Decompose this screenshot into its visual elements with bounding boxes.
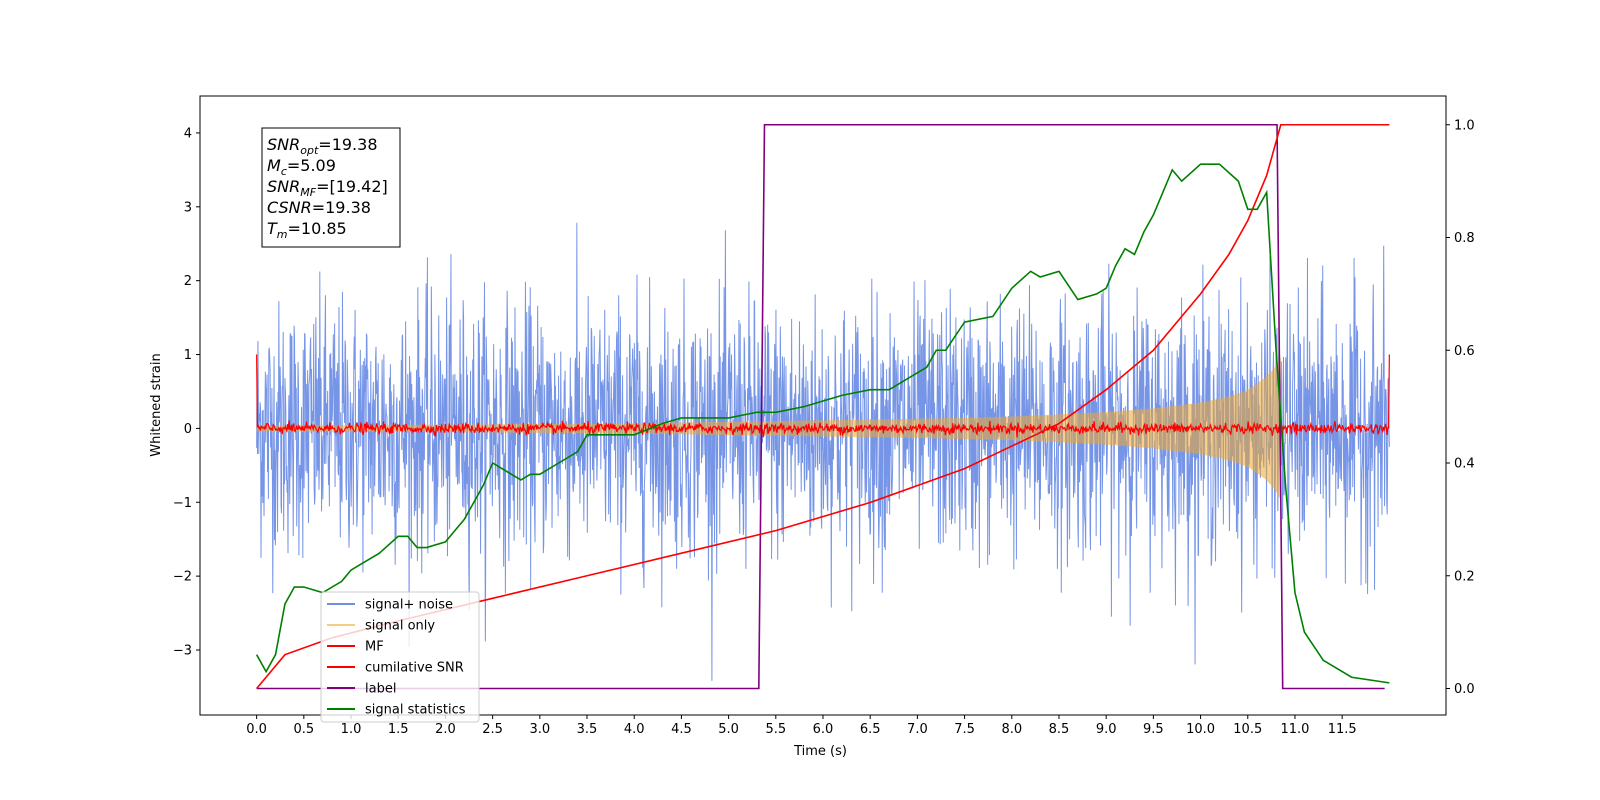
label-line [256, 123, 1385, 690]
x-tick-label: 1.5 [388, 722, 409, 737]
y-tick-label: 2 [184, 274, 192, 289]
annotation-subscript: opt [300, 144, 319, 157]
x-tick-label: 8.0 [1001, 722, 1022, 737]
legend-entry: signal statistics [365, 703, 466, 718]
annotation-subscript: MF [300, 186, 316, 199]
x-tick-label: 7.0 [907, 722, 928, 737]
annotation-frame [261, 127, 401, 248]
x-tick-label: 2.5 [482, 722, 503, 737]
legend-entry: MF [365, 640, 384, 655]
annotation-symbol: M [267, 156, 281, 175]
annotation-value: =19.38 [318, 135, 377, 154]
y2-tick-label: 1.0 [1454, 118, 1475, 133]
annotation-symbol: T [267, 219, 278, 238]
annotation-line: Tm=10.85 [267, 219, 347, 241]
x-tick-label: 10.0 [1186, 722, 1215, 737]
annotation-symbol: CSNR [267, 198, 312, 217]
x-tick-label: 6.5 [860, 722, 881, 737]
annotation-line: CSNR=19.38 [267, 198, 371, 217]
y-tick-label: 0 [184, 422, 192, 437]
y2-tick-label: 0.0 [1454, 682, 1475, 697]
y2-tick-label: 0.6 [1454, 344, 1475, 359]
x-tick-label: 10.5 [1233, 722, 1262, 737]
annotation-subscript: m [277, 228, 288, 241]
y-axis-left: −3 −2 −1 0 1 2 3 4 [173, 126, 200, 658]
legend-entry: signal+ noise [365, 598, 453, 613]
x-axis: 0.0 0.5 1.0 1.5 2.0 2.5 3.0 3.5 4.0 4.5 5.0 5.5 6.0 6… [246, 715, 1357, 737]
annotation-value: =5.09 [287, 156, 336, 175]
legend-entry: label [365, 682, 396, 697]
x-tick-label: 11.5 [1328, 722, 1357, 737]
mf-series [256, 354, 1390, 438]
annotation-symbol: SNR [267, 135, 300, 154]
x-tick-label: 9.0 [1096, 722, 1117, 737]
annotation-box: SNRopt=19.38Mc=5.09SNRMF=[19.42]CSNR=19.… [261, 127, 401, 248]
x-tick-label: 3.0 [529, 722, 550, 737]
annotation-line: SNRMF=[19.42] [267, 177, 388, 199]
legend-entry: cumilative SNR [365, 661, 464, 676]
annotation-value: =10.85 [288, 219, 347, 238]
x-tick-label: 0.0 [246, 722, 267, 737]
x-tick-label: 6.0 [813, 722, 834, 737]
x-axis-label: Time (s) [793, 744, 847, 759]
plot-area [255, 123, 1390, 690]
signal-statistics-series [255, 163, 1390, 684]
y-axis-right: 0.0 0.2 0.4 0.6 0.8 1.0 [1446, 118, 1475, 697]
label-series [256, 123, 1385, 690]
y-tick-label: −3 [173, 643, 192, 658]
mf-line [256, 354, 1390, 438]
x-tick-label: 1.0 [341, 722, 362, 737]
annotation-value: =[19.42] [316, 177, 388, 196]
x-tick-label: 5.5 [765, 722, 786, 737]
y-tick-label: 1 [184, 348, 192, 363]
legend-entry: signal only [365, 619, 435, 634]
y-tick-label: −2 [173, 570, 192, 585]
x-tick-label: 8.5 [1049, 722, 1070, 737]
x-tick-label: 11.0 [1280, 722, 1309, 737]
y-tick-label: 3 [184, 200, 192, 215]
legend-frame [320, 591, 480, 723]
x-tick-label: 0.5 [293, 722, 314, 737]
y-axis-label: Whitened strain [149, 353, 164, 456]
annotation-subscript: c [281, 165, 287, 178]
y2-tick-label: 0.8 [1454, 231, 1475, 246]
x-tick-label: 2.0 [435, 722, 456, 737]
y-tick-label: 4 [184, 126, 192, 141]
y2-tick-label: 0.4 [1454, 457, 1475, 472]
annotation-line: SNRopt=19.38 [267, 135, 378, 157]
x-tick-label: 3.5 [577, 722, 598, 737]
x-tick-label: 9.5 [1143, 722, 1164, 737]
annotation-symbol: SNR [267, 177, 300, 196]
x-tick-label: 4.0 [624, 722, 645, 737]
annotation-line: Mc=5.09 [267, 156, 336, 178]
x-tick-label: 7.5 [954, 722, 975, 737]
signal-statistics-line [255, 163, 1390, 684]
y-tick-label: −1 [173, 496, 192, 511]
x-tick-label: 5.0 [718, 722, 739, 737]
annotation-value: =19.38 [312, 198, 371, 217]
y2-tick-label: 0.2 [1454, 569, 1475, 584]
legend: signal+ noise signal only MF cumilative SNR… [320, 591, 480, 723]
x-tick-label: 4.5 [671, 722, 692, 737]
